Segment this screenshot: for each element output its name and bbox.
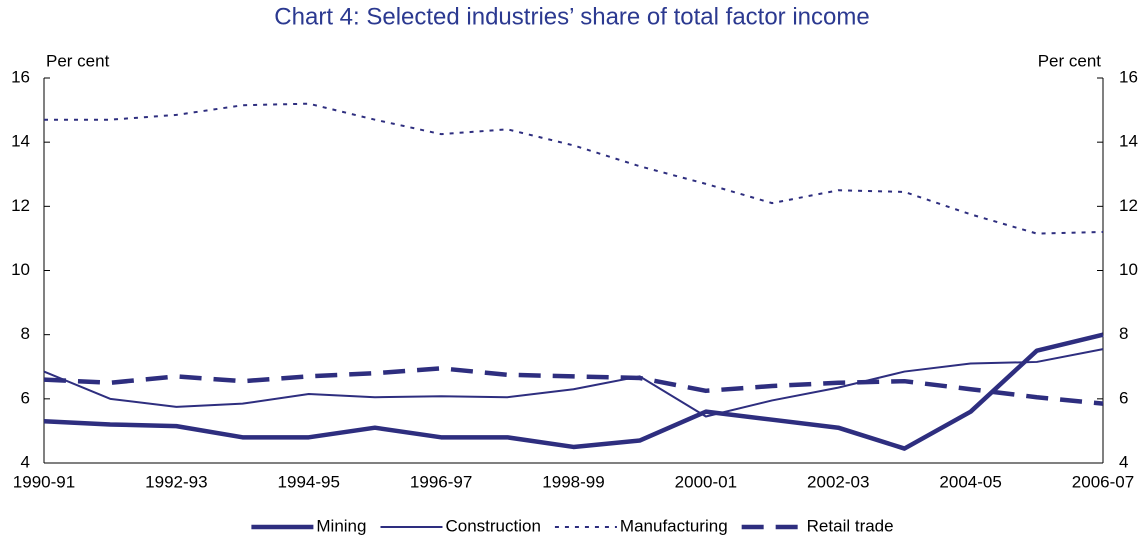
legend-label: Manufacturing <box>620 516 728 535</box>
y2-tick-label: 12 <box>1119 196 1138 215</box>
y2-tick-label: 4 <box>1119 452 1128 471</box>
x-tick-label: 2000-01 <box>675 472 737 491</box>
y-tick-label: 16 <box>11 67 30 86</box>
y2-tick-label: 10 <box>1119 260 1138 279</box>
x-tick-label: 1994-95 <box>278 472 340 491</box>
series-line <box>44 102 1104 235</box>
chart-title: Chart 4: Selected industries’ share of t… <box>274 3 869 30</box>
series-line <box>43 332 1104 451</box>
series-line <box>43 366 1104 406</box>
y-tick-label: 10 <box>11 260 30 279</box>
y-tick-label: 12 <box>11 196 30 215</box>
y2-tick-label: 6 <box>1119 388 1128 407</box>
series-line <box>43 348 1104 418</box>
legend-label: Retail trade <box>807 516 894 535</box>
y-tick-label: 4 <box>21 452 30 471</box>
y2-tick-label: 14 <box>1119 132 1138 151</box>
x-tick-label: 1998-99 <box>542 472 604 491</box>
x-tick-label: 1992-93 <box>145 472 207 491</box>
y-tick-label: 8 <box>21 324 30 343</box>
x-tick-label: 2006-07 <box>1072 472 1134 491</box>
y-axis-label: Per cent <box>46 51 110 70</box>
legend-label: Construction <box>445 516 540 535</box>
y-tick-label: 14 <box>11 132 30 151</box>
x-tick-label: 2002-03 <box>807 472 869 491</box>
x-tick-label: 1990-91 <box>13 472 75 491</box>
y2-axis-label: Per cent <box>1038 51 1102 70</box>
x-tick-label: 2004-05 <box>939 472 1001 491</box>
legend-label: Mining <box>316 516 366 535</box>
y-tick-label: 6 <box>21 388 30 407</box>
y2-tick-label: 16 <box>1119 67 1138 86</box>
y2-tick-label: 8 <box>1119 324 1128 343</box>
x-tick-label: 1996-97 <box>410 472 472 491</box>
